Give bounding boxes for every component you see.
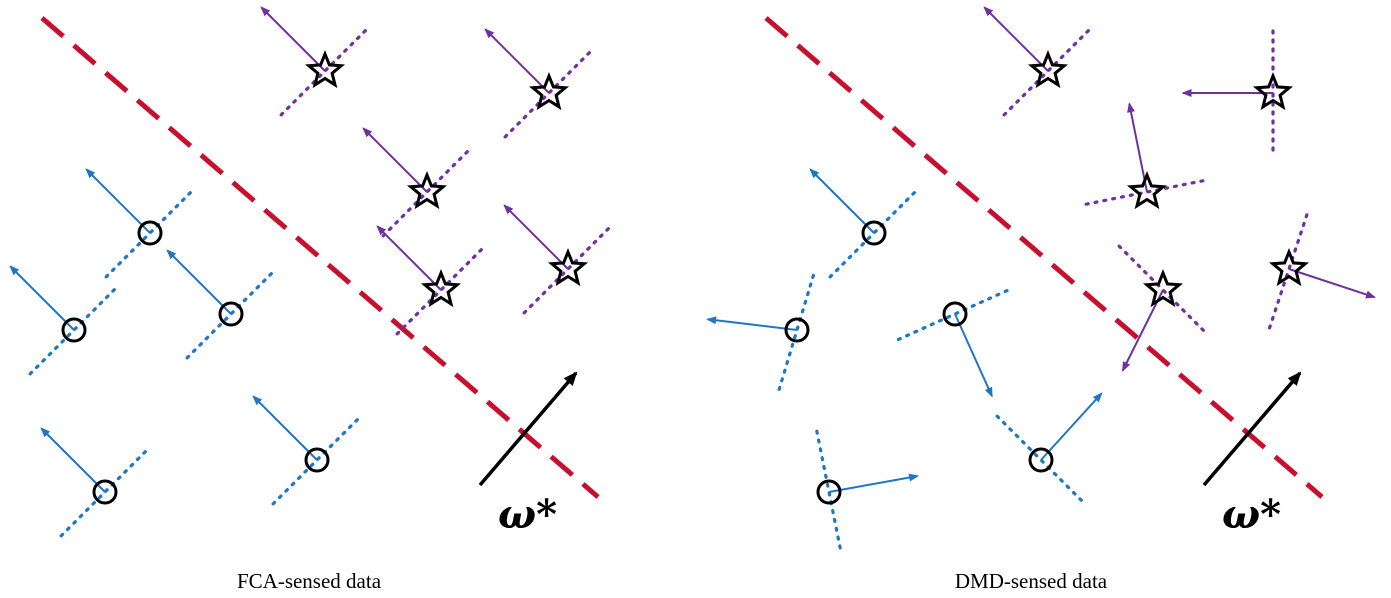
circle-direction-arrow	[809, 168, 875, 234]
star-direction-arrow	[983, 6, 1049, 72]
star-marker	[1268, 247, 1310, 287]
decision-boundary	[764, 16, 1324, 499]
circle-direction-arrow	[828, 473, 920, 493]
omega-arrow	[478, 371, 578, 487]
star-marker	[528, 71, 570, 111]
circle-marker	[61, 317, 87, 343]
omega-arrow	[1202, 371, 1302, 487]
panel-fca: ω* FCA-sensed data	[9, 6, 614, 593]
star-direction-arrow	[362, 127, 428, 193]
omega-label: ω*	[498, 491, 557, 538]
star-marker	[420, 268, 462, 308]
circle-direction-arrow	[954, 313, 993, 398]
circle-direction-arrow	[706, 316, 798, 331]
star-marker	[1126, 170, 1168, 210]
circle-direction-arrow	[9, 265, 75, 331]
star-marker	[547, 247, 589, 287]
panel-dmd: ω* DMD-sensed data	[706, 6, 1376, 593]
star-markers	[260, 6, 614, 336]
circle-marker	[304, 447, 330, 473]
circle-direction-arrow	[40, 427, 106, 493]
omega-label: ω*	[1222, 491, 1281, 538]
caption-dmd: DMD-sensed data	[955, 569, 1108, 593]
circle-marker	[942, 301, 968, 327]
circle-marker	[218, 301, 244, 327]
star-direction-arrow	[484, 28, 550, 94]
circle-marker	[861, 220, 887, 246]
star-marker	[304, 49, 346, 89]
circle-direction-arrow	[85, 168, 151, 234]
star-marker	[406, 170, 448, 210]
star-direction-arrow	[260, 6, 326, 72]
star-direction-arrow	[376, 225, 442, 291]
decision-boundary	[40, 16, 600, 499]
circle-direction-arrow	[166, 249, 232, 315]
star-marker	[1252, 71, 1294, 111]
circle-markers	[9, 168, 363, 538]
circle-marker	[1028, 447, 1054, 473]
circle-direction-arrow	[1040, 392, 1103, 461]
circle-marker	[816, 479, 842, 505]
star-marker	[1027, 49, 1069, 89]
star-direction-arrow	[1127, 102, 1148, 193]
circle-direction-arrow	[252, 395, 318, 461]
circle-marker	[784, 317, 810, 343]
circle-marker	[137, 220, 163, 246]
star-direction-arrow	[503, 204, 569, 270]
star-marker	[1142, 268, 1184, 308]
caption-fca: FCA-sensed data	[237, 569, 382, 593]
circle-marker	[92, 479, 118, 505]
star-markers	[983, 6, 1376, 372]
circle-markers	[706, 168, 1103, 555]
star-direction-arrow	[1288, 268, 1376, 299]
